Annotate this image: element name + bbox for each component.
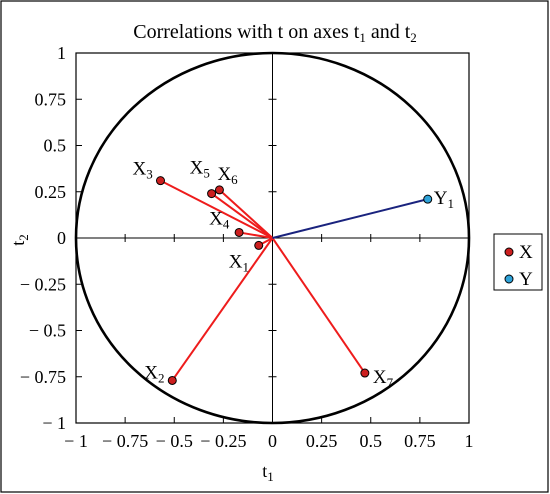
y-tick-label: − 0.25	[20, 274, 66, 294]
point-x5	[207, 189, 217, 199]
point-y1	[423, 194, 433, 204]
x-axis-label: t1	[262, 461, 274, 484]
point-label-x6: X6	[217, 164, 238, 187]
legend-marker-x	[504, 247, 514, 257]
point-label-x3: X3	[132, 159, 152, 182]
point-x6	[214, 185, 224, 195]
point-label-x5: X5	[190, 158, 210, 181]
point-label-x2: X2	[144, 362, 164, 385]
legend: XY	[493, 233, 543, 291]
vector-x3	[160, 179, 273, 239]
point-label-y1: Y1	[434, 188, 454, 211]
x-tick-label: − 0.75	[102, 431, 148, 451]
y-tick-label: 1	[57, 43, 66, 63]
point-x2	[167, 375, 177, 385]
point-x3	[155, 176, 165, 186]
legend-label-y: Y	[519, 269, 533, 290]
vector-x7	[271, 237, 366, 374]
vector-x2	[171, 237, 274, 382]
vector-x4	[238, 231, 273, 239]
legend-items: XY	[504, 242, 533, 290]
y-tick-label: 0	[57, 228, 66, 248]
point-x7	[360, 368, 370, 378]
x-tick-label: 0.75	[404, 431, 436, 451]
data-points	[155, 176, 433, 385]
x-tick-label: − 1	[64, 431, 88, 451]
point-x4	[234, 227, 244, 237]
vector-y1	[272, 198, 428, 239]
x-tick-label: 0.5	[360, 431, 383, 451]
y-tick-label: − 0.5	[29, 321, 66, 341]
y-tick-label: 0.25	[35, 182, 67, 202]
x-tick-label: − 0.5	[156, 431, 193, 451]
vector-x6	[218, 189, 274, 239]
y-tick-label: 0.75	[35, 89, 67, 109]
legend-box	[493, 233, 543, 291]
x-tick-label: 0.25	[306, 431, 338, 451]
correlation-vectors	[160, 179, 428, 382]
y-axis-label: t2	[8, 234, 31, 246]
y-tick-label: 0.5	[44, 136, 67, 156]
point-label-x4: X4	[209, 208, 230, 231]
legend-marker-y	[504, 274, 514, 284]
vector-x5	[210, 192, 274, 239]
point-x1	[254, 240, 264, 250]
point-label-x1: X1	[229, 251, 249, 274]
axis-ticks: − 1 − 0.75 − 0.5 − 0.25 0 0.25 0.5 0.75 1 − 1 − 0.…	[20, 43, 474, 451]
point-label-x7: X7	[373, 367, 394, 390]
x-tick-label: 1	[465, 431, 474, 451]
legend-label-x: X	[519, 242, 533, 263]
x-tick-label: − 0.25	[200, 431, 246, 451]
chart-title: Correlations with t on axes t1 and t2	[133, 21, 417, 45]
y-tick-label: − 1	[42, 413, 66, 433]
y-tick-label: − 0.75	[20, 367, 66, 387]
point-labels: X1 X2 X3 X4 X5 X6 X7 Y1	[132, 158, 453, 390]
x-tick-label: 0	[268, 431, 277, 451]
